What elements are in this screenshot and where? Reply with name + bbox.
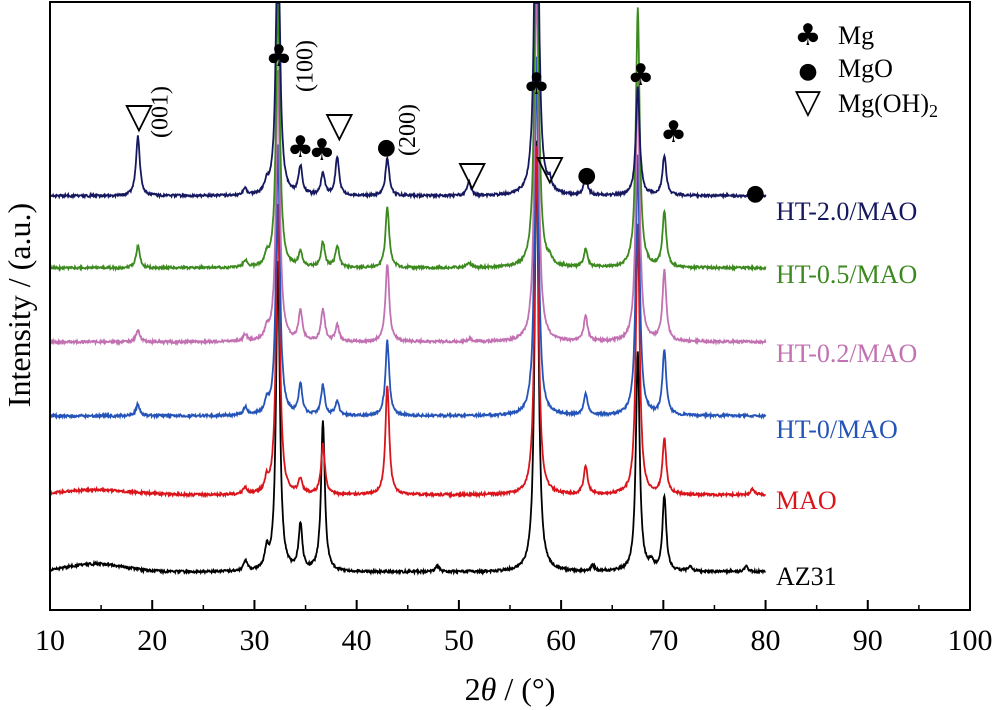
series-label: HT-2.0/MAO <box>776 197 917 226</box>
legend-label: Mg(OH)2 <box>838 89 938 121</box>
x-tick-label: 10 <box>35 624 65 657</box>
phase-marker: ● <box>377 135 396 160</box>
phase-marker: ♣ <box>308 133 335 168</box>
x-tick-label: 20 <box>137 624 167 657</box>
x-tick-label: 80 <box>751 624 781 657</box>
phase-marker: ♣ <box>660 115 687 150</box>
phase-marker: ▽ <box>458 154 486 195</box>
phase-marker: ♣ <box>523 67 550 102</box>
hkl-label: (001) <box>148 86 174 138</box>
series-line <box>49 140 766 576</box>
legend-symbol: ▽ <box>795 82 822 122</box>
series-label: HT-0.2/MAO <box>776 339 917 368</box>
plot-frame <box>49 1 971 611</box>
series-curves <box>49 2 767 576</box>
legend-label: Mg <box>838 21 874 50</box>
phase-marker: ♣ <box>627 58 654 93</box>
series-line <box>49 2 767 273</box>
x-tick-label: 40 <box>342 624 372 657</box>
x-axis-title-suffix: / (°) <box>496 671 555 707</box>
phase-marker: ▽ <box>325 105 353 146</box>
phase-marker: ▽ <box>536 148 564 189</box>
x-tick-label: 70 <box>648 624 678 657</box>
series-label: AZ31 <box>776 562 837 591</box>
series-labels: AZ31 MAO HT-0/MAO HT-0.2/MAO HT-0.5/MAO HT-2.… <box>776 197 917 591</box>
series-line <box>49 2 767 200</box>
phase-marker: ▽ <box>125 96 153 137</box>
x-tick-label: 90 <box>853 624 883 657</box>
x-tick-label: 50 <box>444 624 474 657</box>
series-label: MAO <box>776 486 837 515</box>
legend-subscript: 2 <box>929 101 938 121</box>
legend-label: MgO <box>838 54 893 83</box>
series-line <box>49 56 767 421</box>
legend: ♣ Mg ● MgO ▽ Mg(OH)2 <box>795 18 938 122</box>
x-axis-title: 2θ / (°) <box>465 671 556 707</box>
x-axis-title-prefix: 2 <box>465 671 481 707</box>
phase-marker: ♣ <box>287 130 314 165</box>
series-label: HT-0/MAO <box>776 415 898 444</box>
legend-symbol: ♣ <box>795 18 822 53</box>
x-axis-title-theta: θ <box>481 671 497 707</box>
series-line <box>49 2 767 347</box>
hkl-label: (100) <box>293 40 319 92</box>
series-line <box>49 145 767 500</box>
x-tick-label: 60 <box>546 624 576 657</box>
legend-symbol: ● <box>798 59 817 84</box>
x-tick-label: 30 <box>239 624 269 657</box>
x-tick-label: 100 <box>948 624 993 657</box>
phase-marker: ● <box>746 181 765 206</box>
x-axis-ticks: 10 20 30 40 50 60 70 80 90 100 <box>35 600 993 657</box>
phase-marker: ● <box>577 163 596 188</box>
hkl-labels: (001) (100) (200) <box>148 40 421 156</box>
series-label: HT-0.5/MAO <box>776 260 917 289</box>
hkl-label: (200) <box>395 104 421 156</box>
y-axis-title: Intensity / (a.u.) <box>1 203 37 407</box>
phase-markers: ▽♣♣♣▽●▽♣▽ ●♣♣● <box>125 39 765 206</box>
phase-marker: ♣ <box>266 39 293 74</box>
